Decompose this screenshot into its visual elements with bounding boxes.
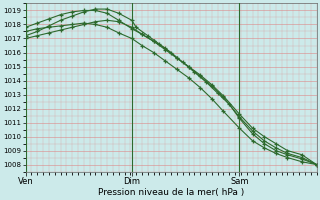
X-axis label: Pression niveau de la mer( hPa ): Pression niveau de la mer( hPa ) bbox=[98, 188, 244, 197]
